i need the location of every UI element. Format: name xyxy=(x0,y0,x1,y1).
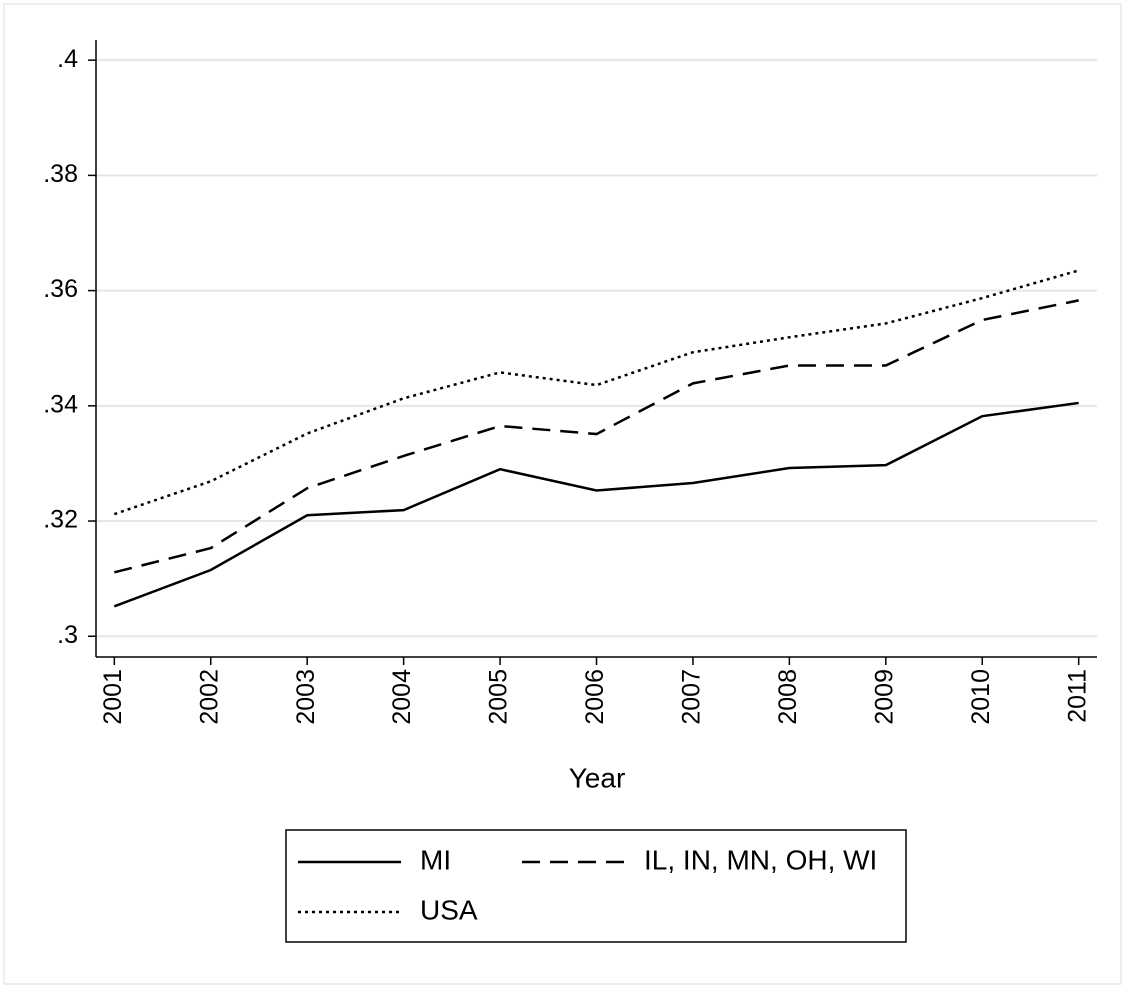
y-tick-label: .32 xyxy=(43,506,78,534)
x-tick-label: 2004 xyxy=(388,669,416,725)
legend-box xyxy=(285,829,907,943)
y-tick-label: .38 xyxy=(43,160,78,188)
x-axis-title: Year xyxy=(569,762,626,793)
legend-label: MI xyxy=(420,844,451,875)
x-tick-label: 2003 xyxy=(292,669,320,725)
x-tick-label: 2009 xyxy=(870,669,898,725)
y-tick-label: .3 xyxy=(57,621,78,649)
x-tick-label: 2001 xyxy=(99,669,127,725)
x-tick-label: 2002 xyxy=(195,669,223,725)
x-tick-label: 2007 xyxy=(678,669,706,725)
x-tick-label: 2005 xyxy=(485,669,513,725)
x-tick-label: 2006 xyxy=(581,669,609,725)
chart-border xyxy=(3,3,1122,985)
x-tick-label: 2010 xyxy=(967,669,995,725)
y-tick-label: .36 xyxy=(43,275,78,303)
series-line xyxy=(113,401,1079,608)
legend-label: USA xyxy=(420,894,478,925)
legend-label: IL, IN, MN, OH, WI xyxy=(644,844,877,875)
x-tick-label: 2008 xyxy=(774,669,802,725)
y-tick-label: .34 xyxy=(43,390,78,418)
y-tick-label: .4 xyxy=(57,45,78,73)
series-line xyxy=(114,299,1079,574)
x-tick-label: 2011 xyxy=(1063,669,1091,723)
